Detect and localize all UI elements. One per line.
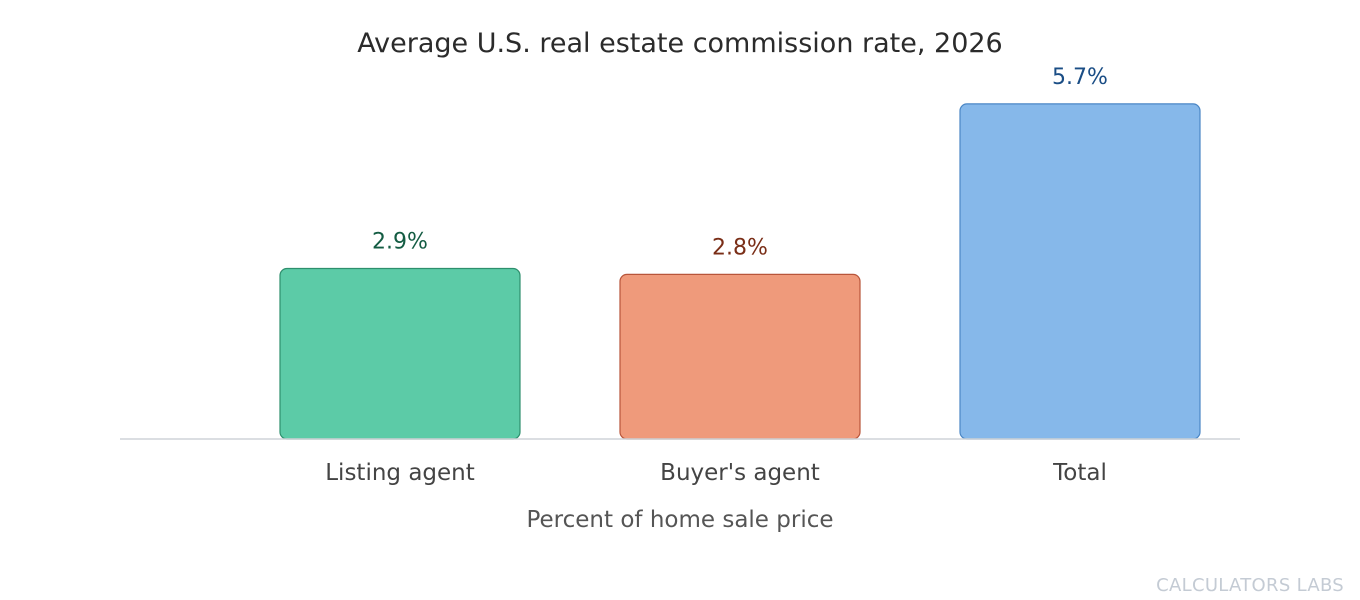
bar-total: [959, 103, 1201, 440]
bar-listing-agent: [279, 267, 521, 440]
x-tick-label: Listing agent: [325, 460, 475, 486]
data-label: 2.9%: [372, 230, 428, 255]
x-axis-title: Percent of home sale price: [526, 507, 833, 533]
x-tick-label: Total: [1052, 460, 1107, 486]
data-label: 5.7%: [1052, 65, 1108, 90]
data-label: 2.8%: [712, 235, 768, 260]
watermark: CALCULATORS LABS: [1156, 575, 1344, 596]
bars-group: 2.9% 2.8% 5.7%: [279, 65, 1201, 440]
x-tick-labels: Listing agent Buyer's agent Total: [325, 460, 1107, 486]
x-tick-label: Buyer's agent: [660, 460, 820, 486]
chart-title: Average U.S. real estate commission rate…: [357, 28, 1002, 59]
bar-buyer-s-agent: [619, 273, 861, 440]
